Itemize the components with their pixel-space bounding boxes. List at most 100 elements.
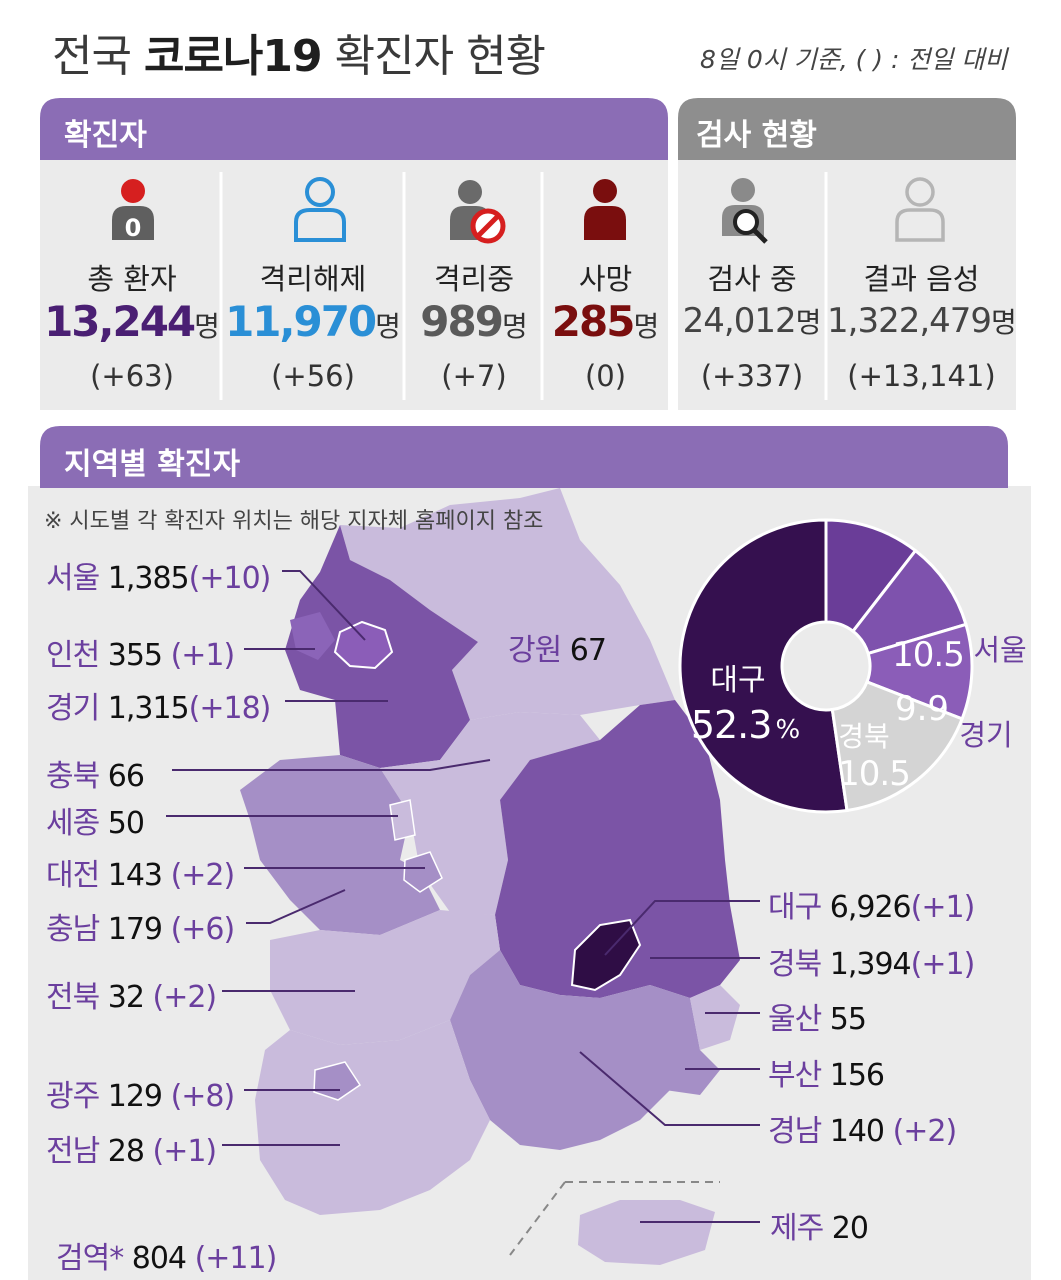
stat-negative-value: 1,322,479명 — [827, 301, 1017, 341]
leader-lines — [166, 570, 760, 1223]
stat-total-delta: (+63) — [90, 359, 174, 393]
donut-label-seoul-value: 10.5 — [892, 635, 964, 675]
stat-isolated-unit: 명 — [501, 310, 528, 343]
region-delta: (+8) — [170, 1079, 236, 1114]
stat-released-delta: (+56) — [271, 359, 355, 393]
stat-released-label: 격리해제 — [259, 262, 367, 296]
region-label-busan: 부산 156 — [768, 1050, 885, 1094]
region-name: 세종 — [46, 806, 100, 841]
stat-total-label: 총 환자 — [87, 262, 177, 296]
region-count: 1,394 — [829, 947, 912, 982]
region-label-chungbuk: 충북 66 — [46, 751, 145, 795]
stat-deceased-unit: 명 — [633, 310, 660, 343]
stat-released-number: 11,970 — [225, 297, 377, 346]
region-label-incheon: 인천 355 (+1) — [46, 630, 236, 674]
stat-total-number: 13,244 — [44, 297, 196, 346]
total-badge-text: 0 — [125, 214, 142, 242]
donut-slice-0 — [678, 518, 849, 814]
stat-deceased-value: 285명 — [543, 297, 668, 346]
donut-label-gyeonggi-value: 9.9 — [895, 689, 949, 729]
region-label-gyeongbuk: 경북 1,394(+1) — [768, 939, 975, 983]
donut-label-daegu-value: 52.3% — [691, 703, 800, 747]
donut-label-gyeongbuk-name: 경북 — [838, 720, 890, 753]
donut-label-seoul-name: 서울 — [973, 633, 1026, 667]
region-delta: (+18) — [188, 691, 272, 726]
region-count: 6,926 — [829, 890, 912, 925]
stat-testing-value: 24,012명 — [678, 301, 826, 341]
map-jeonbuk — [270, 910, 500, 1045]
region-count: 20 — [831, 1211, 869, 1246]
region-name: 전북 — [46, 980, 100, 1015]
confirmed-header-bar — [40, 98, 668, 160]
person-magnifier-icon — [722, 178, 768, 244]
region-count: 179 — [107, 912, 163, 947]
region-label-jeonnam: 전남 28 (+1) — [46, 1126, 217, 1170]
region-name: 부산 — [768, 1058, 822, 1093]
region-label-quarantine: 검역* 804 (+11) — [56, 1233, 278, 1277]
region-label-daejeon: 대전 143 (+2) — [46, 850, 235, 894]
region-count: 1,385 — [107, 561, 190, 596]
region-name: 인천 — [46, 638, 100, 673]
person-darkred-icon — [584, 179, 626, 240]
stat-icons: 0 — [112, 177, 945, 244]
region-label-gangwon: 강원 67 — [508, 625, 607, 669]
testing-panel-body — [678, 160, 1016, 410]
region-delta: (+10) — [188, 561, 272, 596]
region-name: 경기 — [46, 691, 100, 726]
leader-daegu — [604, 900, 760, 956]
region-label-sejong: 세종 50 — [46, 798, 145, 842]
stat-negative-label: 결과 음성 — [863, 262, 980, 296]
map-gangwon — [340, 488, 675, 720]
page-subtitle: 8일 0시 기준, ( ) : 전일 대비 — [700, 45, 1008, 74]
region-name: 충남 — [46, 912, 100, 947]
section-header-regional: 지역별 확진자 — [64, 447, 241, 482]
donut-slice-4 — [830, 679, 965, 813]
region-count: 50 — [107, 806, 145, 841]
stat-isolated-delta: (+7) — [441, 359, 507, 393]
region-delta: (+11) — [194, 1241, 278, 1276]
leader-seoul — [282, 570, 366, 641]
region-delta: (+1) — [170, 638, 236, 673]
region-name: 서울 — [46, 561, 100, 596]
donut-daegu-percent: 52.3 — [691, 703, 772, 747]
person-outline-gray-icon — [895, 177, 945, 242]
region-label-gyeongnam: 경남 140 (+2) — [768, 1106, 957, 1150]
donut-chart — [678, 518, 974, 814]
region-name: 대전 — [46, 858, 100, 893]
map-ulsan — [690, 985, 740, 1050]
region-name: 울산 — [768, 1002, 822, 1037]
region-name: 충북 — [46, 759, 100, 794]
stat-deceased-label: 사망 — [578, 262, 633, 296]
donut-label-gyeonggi-name: 경기 — [959, 718, 1012, 752]
stat-deceased-delta: (0) — [584, 359, 627, 393]
region-count: 804 — [131, 1241, 187, 1276]
map-seoul — [333, 620, 394, 670]
stat-deceased-number: 285 — [551, 297, 636, 346]
region-count: 1,315 — [107, 691, 190, 726]
leader-chungbuk — [172, 759, 491, 771]
donut-unit: % — [775, 715, 799, 745]
stat-isolated-value: 989명 — [405, 297, 543, 346]
region-count: 66 — [107, 759, 145, 794]
stat-testing-unit: 명 — [795, 306, 822, 339]
region-count: 28 — [107, 1134, 145, 1169]
region-name: 검역* — [56, 1241, 124, 1276]
region-delta: (+1) — [910, 890, 976, 925]
region-count: 355 — [107, 638, 163, 673]
person-outline-blue-icon — [294, 177, 346, 242]
regional-header-bar — [40, 426, 1008, 488]
map-busan — [660, 1050, 720, 1095]
region-label-jeonbuk: 전북 32 (+2) — [46, 972, 217, 1016]
region-name: 대구 — [768, 890, 822, 925]
region-label-gyeonggi: 경기 1,315(+18) — [46, 683, 272, 727]
stat-total-value: 13,244명 — [40, 297, 224, 346]
region-delta: (+2) — [152, 980, 217, 1015]
title-suffix: 확진자 현황 — [334, 31, 546, 82]
donut-label-gyeongbuk-value: 10.5 — [838, 754, 910, 794]
stat-testing-number: 24,012 — [682, 301, 797, 341]
person-red-badge-icon: 0 — [112, 179, 154, 242]
section-header-testing: 검사 현황 — [696, 118, 817, 153]
leader-gyeongnam — [579, 1051, 760, 1126]
region-name: 강원 — [508, 633, 562, 668]
